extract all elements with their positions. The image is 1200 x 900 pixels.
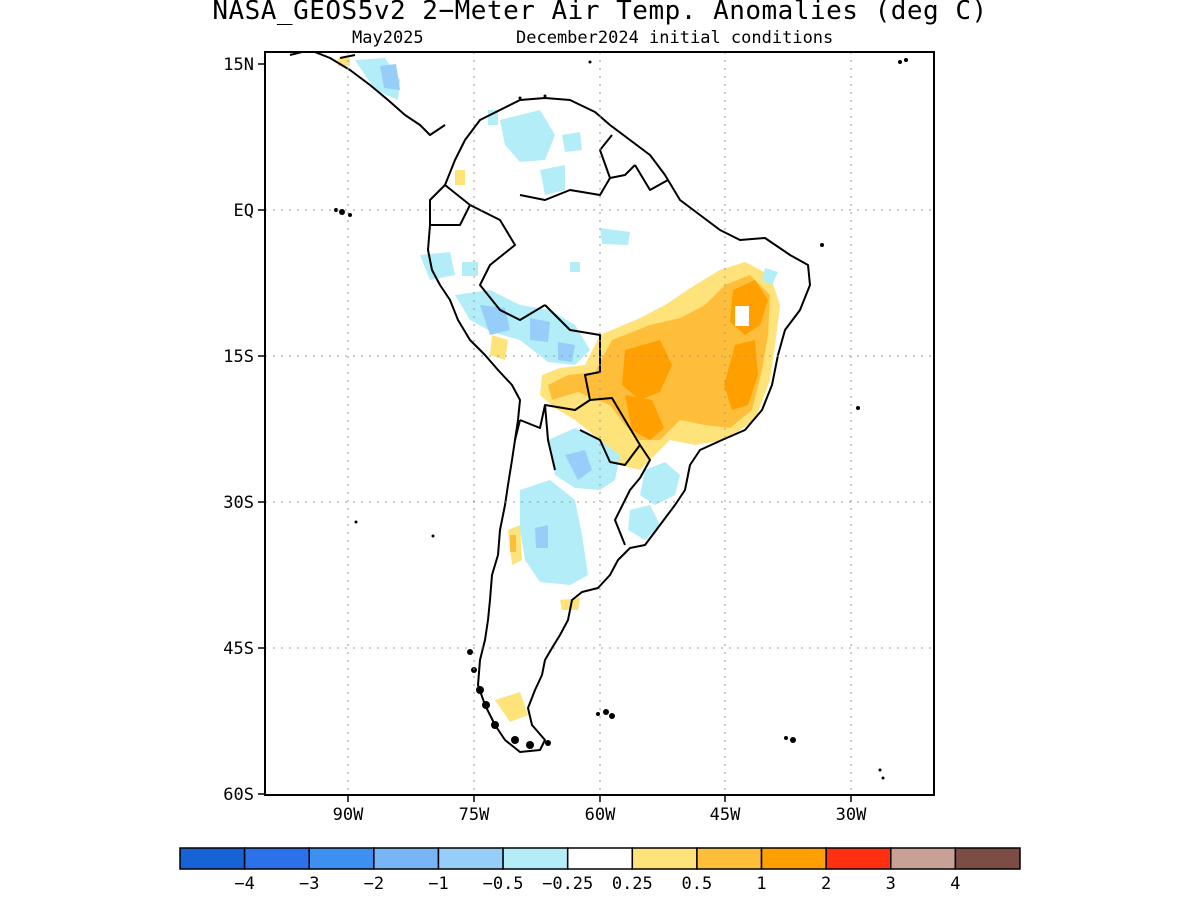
lon-label-60w: 60W [585, 805, 616, 825]
colorbar-label: 2 [821, 874, 831, 894]
colorbar-labels: −4 −3 −2 −1 −0.5 −0.25 0.25 0.5 1 2 3 4 [234, 874, 960, 894]
colorbar-swatch [890, 847, 957, 870]
lat-label-15n: 15N [223, 55, 254, 75]
colorbar-swatch [825, 847, 892, 870]
anomaly-shading [338, 58, 780, 722]
forecast-month: May2025 [352, 28, 424, 48]
colorbar-label: −0.5 [483, 874, 524, 894]
colorbar-swatch [243, 847, 310, 870]
colorbar-swatch [954, 847, 1021, 870]
initial-conditions: December2024 initial conditions [516, 28, 834, 48]
colorbar-swatch [760, 847, 827, 870]
colorbar-label: 1 [756, 874, 766, 894]
colorbar-label: 0.25 [612, 874, 653, 894]
lat-label-15s: 15S [223, 347, 254, 367]
lat-label-30s: 30S [223, 493, 254, 513]
colorbar-label: −4 [234, 874, 254, 894]
colorbar-swatch [502, 847, 569, 870]
lon-label-75w: 75W [459, 805, 490, 825]
lon-label-45w: 45W [710, 805, 741, 825]
colorbar-swatch [566, 847, 634, 870]
map-title: NASA_GEOS5v2 2−Meter Air Temp. Anomalies… [212, 0, 988, 26]
colorbar-swatch [179, 847, 246, 870]
argentina-cool [520, 480, 588, 585]
colorbar-swatch [631, 847, 698, 870]
lat-label-eq: EQ [234, 201, 254, 221]
lon-label-90w: 90W [333, 805, 364, 825]
islands [334, 58, 908, 780]
colorbar-label: 0.5 [682, 874, 713, 894]
colorbar-swatch [696, 847, 763, 870]
colorbar-swatch [308, 847, 375, 870]
lon-label-30w: 30W [836, 805, 867, 825]
colorbar-swatch [373, 847, 440, 870]
colorbar-label: −2 [364, 874, 384, 894]
lat-label-60s: 60S [223, 785, 254, 805]
colorbar-label: 3 [886, 874, 896, 894]
colorbar-swatch [437, 847, 504, 870]
colorbar-label: −0.25 [542, 874, 593, 894]
colorbar-label: −3 [299, 874, 319, 894]
lat-label-45s: 45S [223, 639, 254, 659]
colorbar-label: −1 [428, 874, 448, 894]
colorbar [179, 847, 1021, 870]
colorbar-label: 4 [950, 874, 960, 894]
